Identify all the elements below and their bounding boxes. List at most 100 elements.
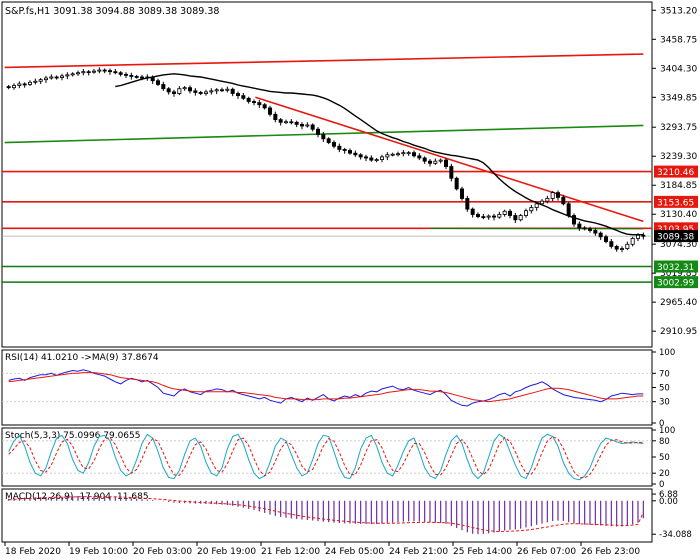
price-axis-label: 3293.75 [660, 123, 697, 133]
candles [6, 67, 646, 253]
candle-body [363, 156, 368, 159]
level-price-tag: 3153.65 [657, 198, 694, 208]
price-axis-label: 3184.85 [660, 181, 697, 191]
indicator-axis-label: 50 [659, 453, 670, 463]
indicator-header-stoch: Stoch(5,3,3) 75.0996 79.0655 [5, 431, 140, 441]
candle-body [566, 203, 571, 216]
x-axis-label: 26 Feb 07:00 [517, 547, 576, 557]
candle-body [561, 197, 566, 205]
candle-body [620, 248, 625, 250]
candle-body [331, 142, 336, 147]
price-axis-label: 3404.30 [660, 64, 697, 74]
indicator-header-rsi: RSI(14) 41.0210 ->MA(9) 37.8674 [5, 353, 159, 363]
candle-body [443, 159, 448, 167]
candle-body [513, 215, 518, 221]
candle-body [614, 246, 619, 250]
price-axis-label: 3130.40 [660, 210, 697, 220]
pane-frame-2 [1, 427, 653, 487]
candle-body [22, 83, 27, 86]
candle-body [582, 227, 587, 230]
candle-body [108, 70, 113, 73]
candle-body [630, 238, 635, 245]
candle-body [17, 83, 22, 86]
candle-body [636, 234, 641, 239]
level-price-tag-bg [654, 276, 698, 289]
candle-body [299, 124, 304, 127]
rsi-line [8, 372, 644, 403]
candle-body [171, 91, 176, 94]
candle-body [347, 150, 352, 154]
candle-body [219, 89, 224, 92]
x-axis-label: 20 Feb 19:00 [197, 547, 256, 557]
indicator-axis-label: 0.00 [659, 497, 678, 507]
candle-body [187, 87, 192, 92]
x-axis-label: 20 Feb 03:00 [133, 547, 192, 557]
candle-body [588, 228, 593, 231]
candle-body [470, 208, 475, 215]
candle-body [294, 121, 299, 125]
candle-body [278, 119, 283, 123]
indicator-axis-label: 20 [659, 469, 670, 479]
candle-body [310, 124, 315, 130]
candle-body [454, 177, 459, 190]
candle-body [118, 72, 123, 75]
candle-body [267, 107, 272, 115]
candle-body [81, 71, 86, 74]
candle-body [529, 207, 534, 212]
indicator-axis-label: 70 [659, 369, 670, 379]
candle-body [11, 85, 16, 89]
candle-body [572, 215, 577, 225]
candle-body [369, 157, 374, 161]
candle-body [598, 232, 603, 238]
candle-body [203, 91, 208, 94]
candle-body [166, 88, 171, 93]
candle-body [251, 101, 256, 103]
pane-frame-0 [1, 1, 653, 348]
candle-body [44, 77, 49, 81]
candle-body [625, 243, 630, 249]
x-axis-label: 26 Feb 23:00 [581, 547, 640, 557]
candle-body [129, 74, 134, 77]
candle-body [449, 166, 454, 179]
moving-average-line [115, 73, 644, 236]
candle-body [459, 188, 464, 199]
indicator-axis-label: 80 [659, 437, 670, 447]
level-price-tag-bg [654, 195, 698, 208]
x-axis-label: 24 Feb 21:00 [389, 547, 448, 557]
candle-body [177, 88, 182, 94]
candle-body [577, 223, 582, 229]
candle-body [315, 128, 320, 135]
level-price-tag: 3002.99 [657, 279, 694, 289]
candle-body [379, 156, 384, 160]
candle-body [241, 95, 246, 99]
candle-body [92, 70, 97, 73]
candle-body [86, 71, 91, 74]
x-axis-label: 25 Feb 14:00 [453, 547, 512, 557]
candle-body [289, 121, 294, 124]
candle-body [481, 216, 486, 218]
candle-body [262, 104, 267, 109]
candle-body [161, 84, 166, 90]
candle-body [401, 152, 406, 155]
candle-body [358, 154, 363, 158]
candle-body [475, 214, 480, 217]
indicator-axis-label: 30 [659, 398, 670, 408]
trend-line-1 [4, 124, 644, 144]
candle-body [283, 121, 288, 124]
candle-body [406, 152, 411, 155]
candle-body [604, 236, 609, 243]
candle-body [342, 149, 347, 151]
candle-body [545, 198, 550, 202]
level-price-tag: 3103.95 [657, 225, 694, 235]
indicator-axis-label: 0 [659, 480, 664, 490]
candle-body [113, 71, 118, 74]
candle-body [593, 230, 598, 234]
candle-body [225, 88, 230, 91]
candle-body [540, 200, 545, 205]
stoch-line [8, 435, 644, 479]
candle-body [27, 81, 32, 85]
candle-body [353, 152, 358, 156]
indicator-axis-label: 100 [659, 426, 675, 436]
candle-body [76, 72, 81, 75]
